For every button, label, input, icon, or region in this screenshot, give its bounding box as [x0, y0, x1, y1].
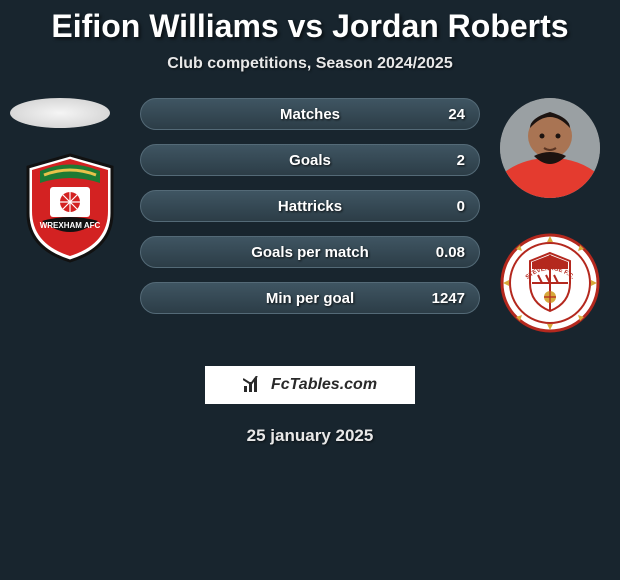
branding-text: FcTables.com	[271, 376, 377, 394]
player-2-club-crest: STEVENAGE F.C.	[500, 233, 600, 333]
bar-chart-icon	[243, 376, 265, 394]
player-1-avatar	[10, 98, 110, 128]
stat-label: Min per goal	[266, 290, 354, 307]
player-1-club-crest: WREXHAM AFC	[20, 153, 120, 263]
shield-icon: WREXHAM AFC	[20, 153, 120, 263]
page-title: Eifion Williams vs Jordan Roberts	[0, 0, 620, 45]
stat-value-player-2: 1247	[432, 290, 465, 307]
page-subtitle: Club competitions, Season 2024/2025	[0, 55, 620, 73]
stat-label: Matches	[280, 106, 340, 123]
stat-label: Goals per match	[251, 244, 369, 261]
stat-row-min-per-goal: Min per goal 1247	[140, 282, 480, 314]
snapshot-date: 25 january 2025	[0, 426, 620, 446]
stat-value-player-2: 24	[448, 106, 465, 123]
club-crest-icon: STEVENAGE F.C.	[500, 233, 600, 333]
branding-badge: FcTables.com	[205, 366, 415, 404]
stat-value-player-2: 0.08	[436, 244, 465, 261]
stat-row-hattricks: Hattricks 0	[140, 190, 480, 222]
stat-label: Hattricks	[278, 198, 342, 215]
stat-row-matches: Matches 24	[140, 98, 480, 130]
comparison-area: WREXHAM AFC	[0, 98, 620, 358]
person-icon	[500, 98, 600, 198]
stat-label: Goals	[289, 152, 331, 169]
stat-row-goals-per-match: Goals per match 0.08	[140, 236, 480, 268]
stat-bars: Matches 24 Goals 2 Hattricks 0 Goals per…	[140, 98, 480, 328]
stat-value-player-2: 0	[457, 198, 465, 215]
stat-value-player-2: 2	[457, 152, 465, 169]
svg-text:WREXHAM AFC: WREXHAM AFC	[40, 221, 101, 230]
player-2-avatar	[500, 98, 600, 198]
stat-row-goals: Goals 2	[140, 144, 480, 176]
